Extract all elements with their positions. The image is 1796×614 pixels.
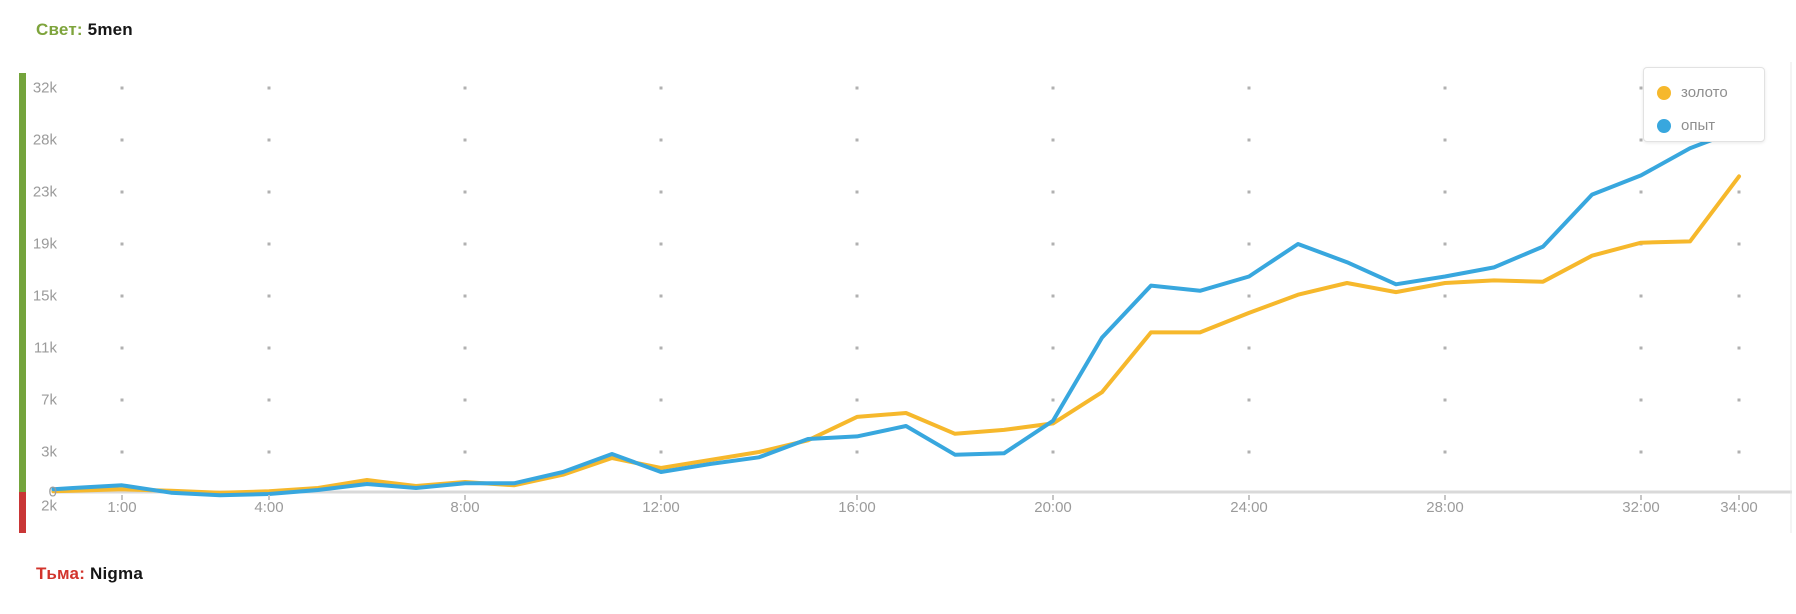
x-axis-tick [464,495,466,500]
x-axis-label: 1:00 [107,499,137,516]
x-axis-tick [268,495,270,500]
legend-label-xp: опыт [1681,117,1716,134]
x-axis-label: 4:00 [254,499,284,516]
radiant-team-name: 5men [87,20,133,39]
y-axis-label: 19k [32,235,57,253]
dire-side-label: Тьма: [36,564,86,583]
x-axis-tick [1738,495,1740,500]
radiant-side-label: Свет: [36,20,83,39]
y-axis-label: 7k [41,391,57,409]
xp-series-icon [1657,118,1671,133]
x-axis-label: 20:00 [1034,499,1072,516]
radiant-team-header: Свет: 5men [36,20,133,40]
radiant-advantage-bar [19,73,26,492]
y-axis-label: 23k [32,183,57,201]
x-axis-label: 8:00 [450,499,480,516]
y-axis-label: 15k [32,287,57,305]
gold-line [51,174,1741,495]
y-axis-label: 3k [41,443,57,461]
x-axis-tick [1640,495,1642,500]
x-axis-label: 16:00 [838,499,876,516]
x-axis-label: 28:00 [1426,499,1464,516]
dire-advantage-bar [19,492,26,533]
x-axis-label: 24:00 [1230,499,1268,516]
x-axis-label: 32:00 [1622,499,1660,516]
x-axis-label: 12:00 [642,499,680,516]
dire-team-name: Nigma [90,564,143,583]
legend-item-xp[interactable]: опыт [1657,109,1764,142]
y-axis-label-negative: 2k [41,497,57,515]
dire-team-footer: Тьма: Nigma [36,564,143,584]
x-axis-tick [1248,495,1250,500]
legend-item-gold[interactable]: золото [1657,76,1764,109]
x-axis-label: 34:00 [1720,499,1758,516]
x-axis-tick [1444,495,1446,500]
gold-series-icon [1657,85,1671,100]
legend-label-gold: золото [1681,84,1728,101]
y-axis-label: 28k [32,131,57,149]
y-axis-label: 32k [32,79,57,97]
xp-line [51,127,1741,498]
x-axis-tick [1052,495,1054,500]
x-axis-tick [856,495,858,500]
y-axis-label: 0 [48,483,57,501]
grid-dots [120,86,1741,454]
y-axis-label: 11k [33,339,57,357]
x-axis-tick [660,495,662,500]
chart-legend: золото опыт [1643,67,1765,142]
x-axis-tick [121,495,123,500]
